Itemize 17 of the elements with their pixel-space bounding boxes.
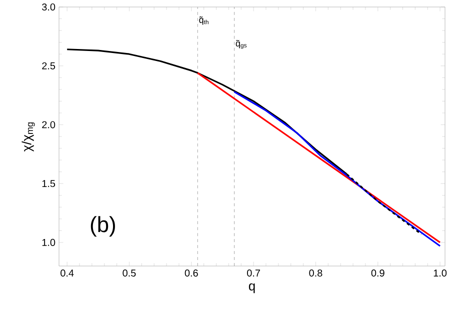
- x-tick-label: 0.9: [371, 270, 384, 277]
- y-tick-label: 2.5: [42, 62, 56, 70]
- ref-line-label: q̃$_{gs}$: [236, 40, 247, 49]
- x-tick-label: 0.5: [122, 270, 136, 277]
- x-tick-label: 0.4: [60, 270, 74, 277]
- annotation: (b): [90, 216, 115, 237]
- x-tick-label: 1.0: [434, 270, 447, 277]
- y-tick-label: 3.0: [42, 3, 56, 11]
- ref-line-label: q̃$_{th}$: [199, 16, 208, 25]
- x-tick-label: 0.7: [247, 270, 260, 277]
- x-tick-label: 0.8: [309, 270, 322, 277]
- y-tick-label: 2.0: [42, 121, 56, 128]
- x-tick-label: 0.6: [184, 270, 198, 277]
- x-axis-title: q: [248, 283, 255, 294]
- y-tick-label: 1.5: [42, 180, 56, 188]
- y-axis-title: χ/χ$_{mg}$: [22, 122, 35, 152]
- y-tick-label: 1.0: [42, 238, 56, 246]
